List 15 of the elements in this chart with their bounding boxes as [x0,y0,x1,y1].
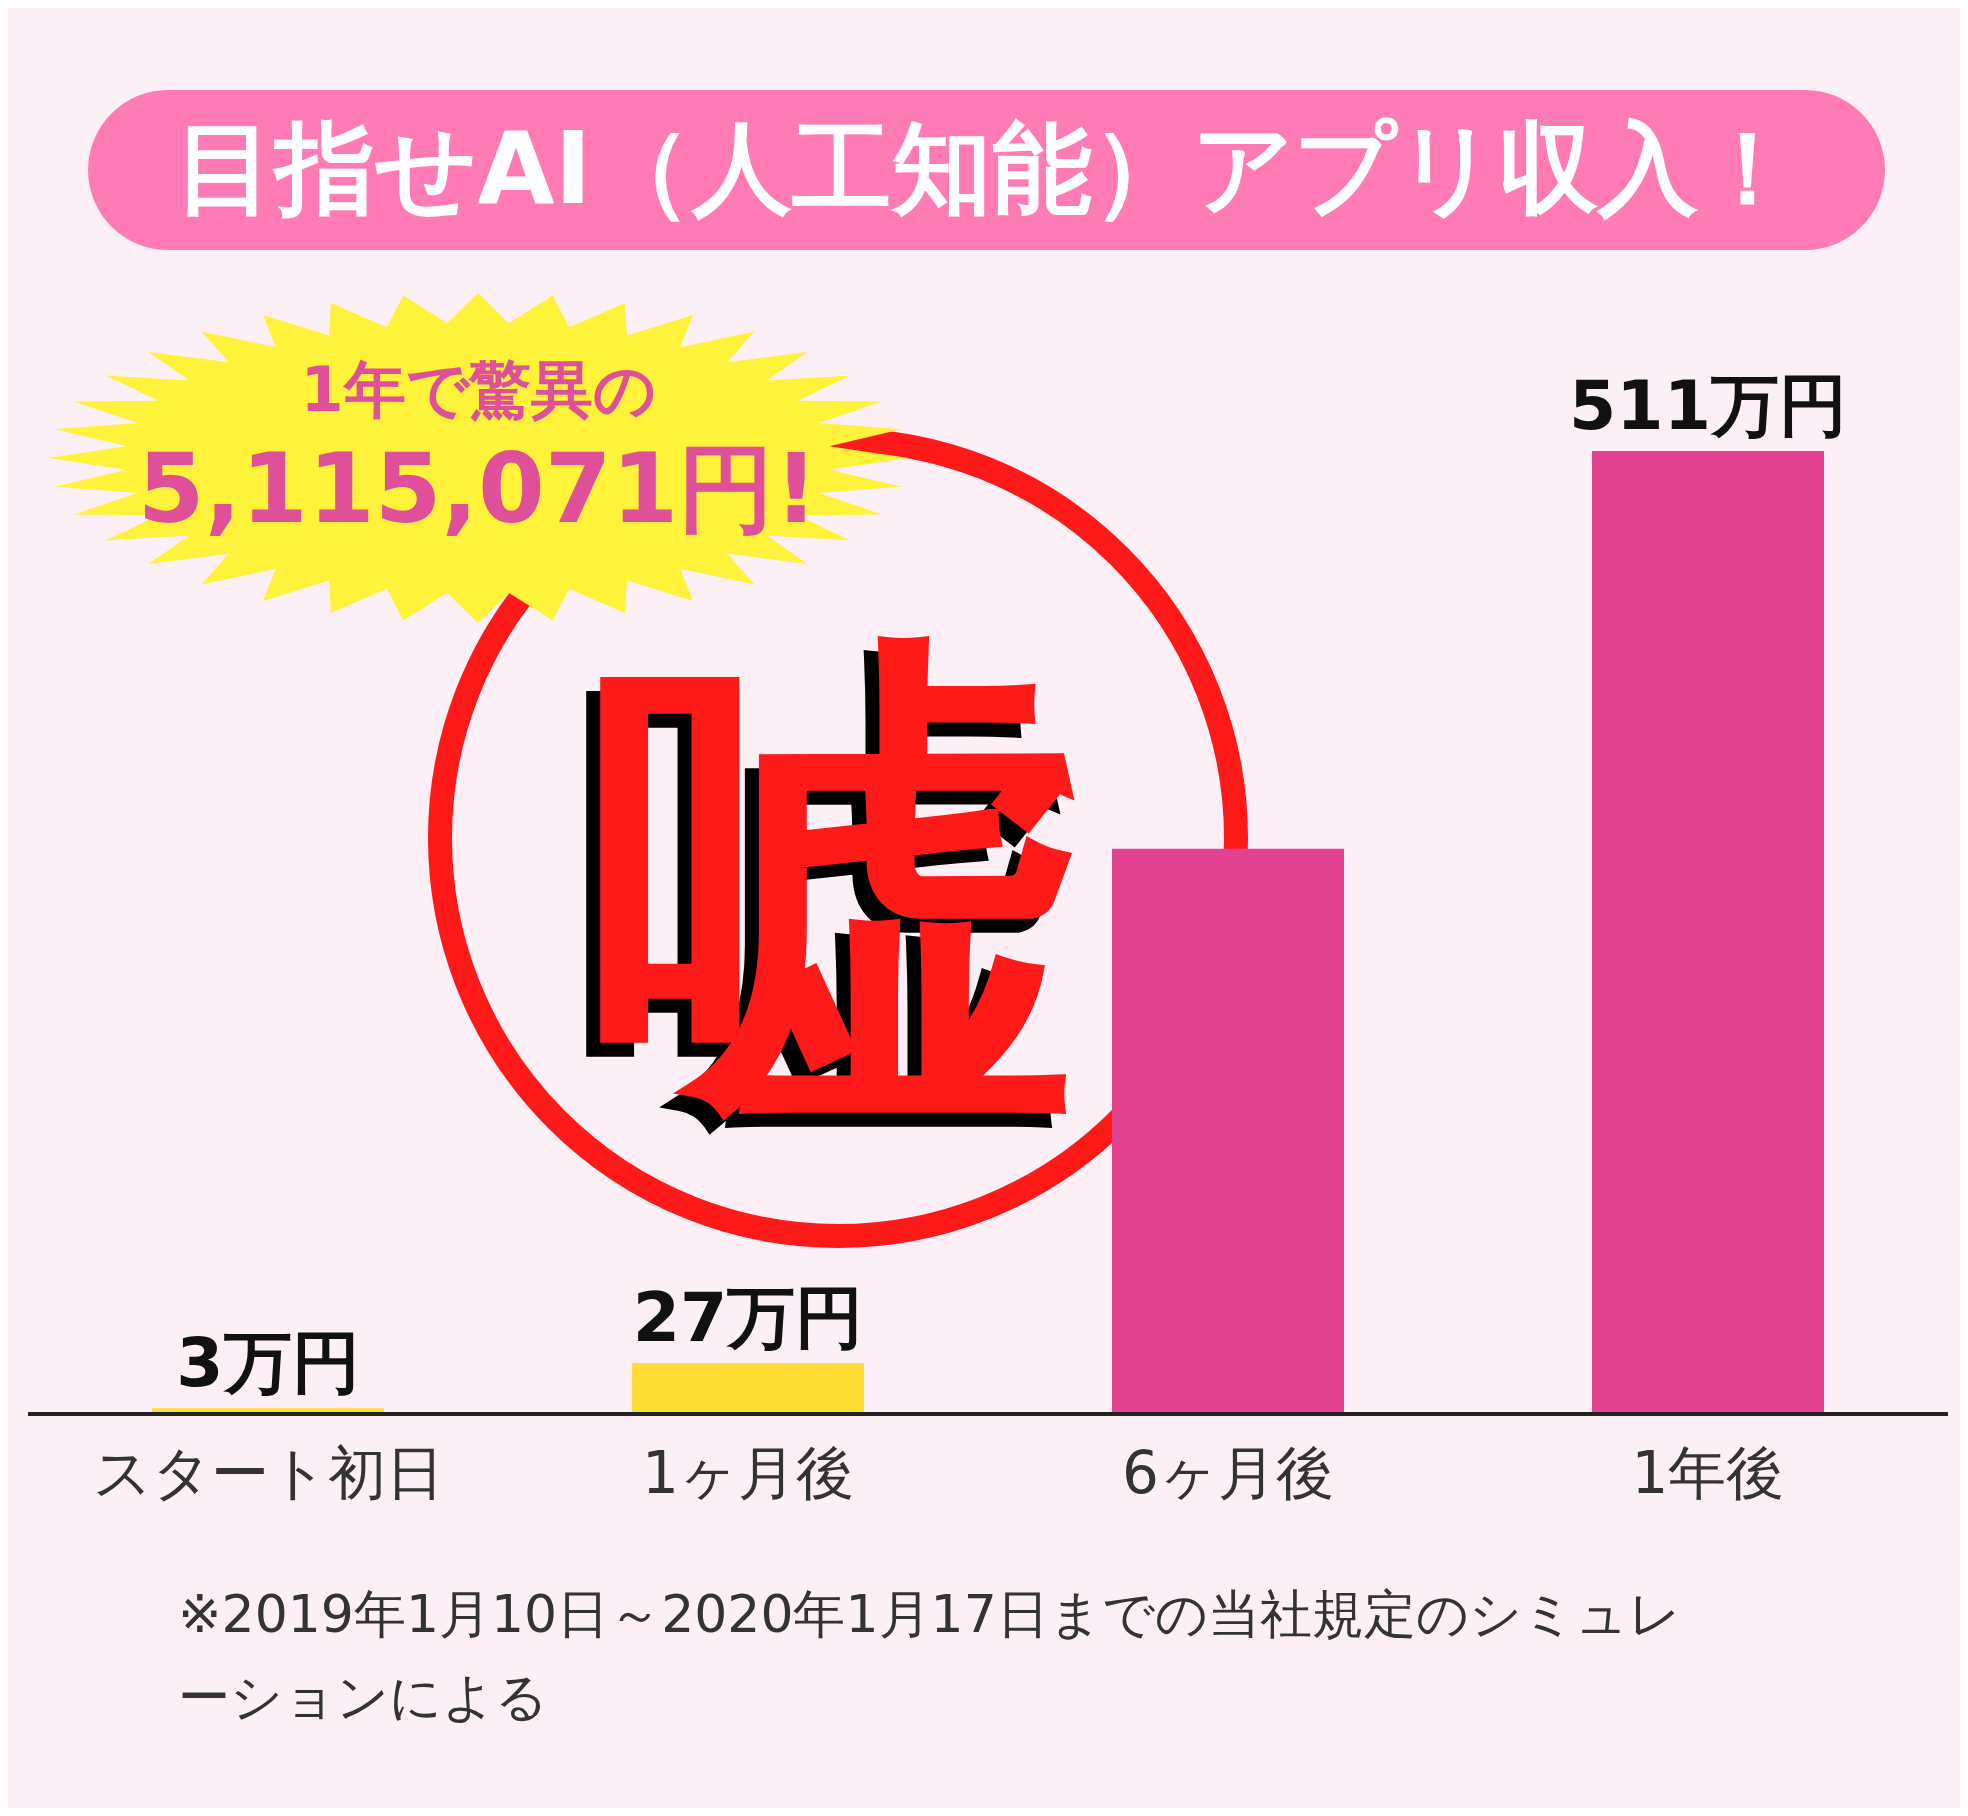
text: 1年で驚異の [299,352,657,428]
annotation: 5,115,071円! [136,432,820,547]
annotation: 嘘 [587,592,1089,1174]
bar [1112,848,1344,1414]
data-label: 3万円 [176,1323,360,1403]
x-tick-label: スタート初日 [92,1439,444,1508]
x-tick-label: 1年後 [1631,1439,1785,1508]
bar [632,1363,864,1414]
data-label: 27万円 [632,1278,864,1358]
text: ※2019年1月10日～2020年1月17日までの当社規定のシミュレーションによる [178,1583,1682,1730]
chart-title: 目指せAI（人工知能）アプリ収入！ [175,108,1798,229]
bar [1592,451,1824,1414]
x-tick-label: 6ヶ月後 [1122,1439,1334,1508]
data-label: 511万円 [1569,366,1847,445]
x-tick-label: 1ヶ月後 [642,1439,854,1508]
